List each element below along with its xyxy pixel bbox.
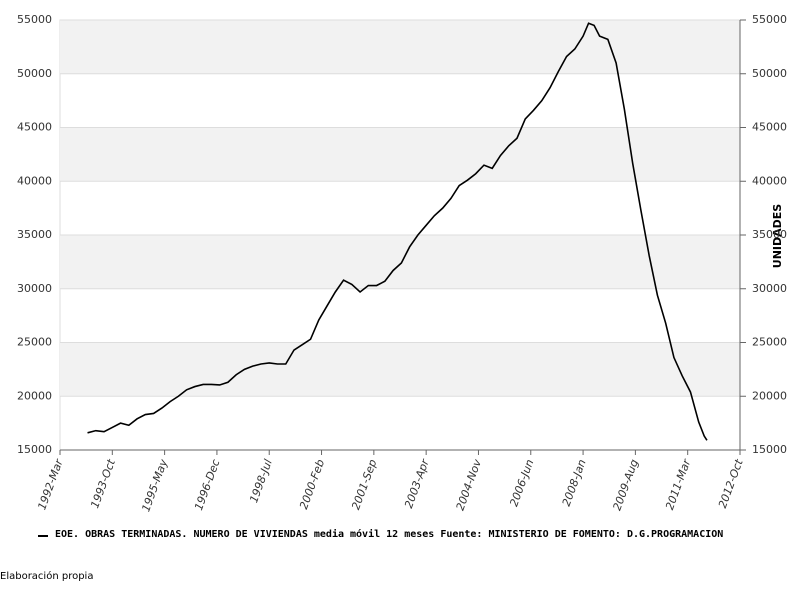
x-tick-label: 2011-Mar [663, 456, 694, 511]
y2-tick-label: 40000 [752, 174, 787, 187]
y-tick-label: 15000 [17, 443, 52, 456]
x-tick-label: 2000-Feb [297, 458, 327, 511]
x-tick-label: 1993-Oct [88, 457, 118, 510]
x-tick-label: 1992-Mar [35, 456, 66, 511]
grid-band [60, 235, 740, 289]
x-tick-label: 2004-Nov [454, 457, 485, 512]
x-tick-label: 1998-Jul [247, 458, 275, 505]
x-tick-label: 2009-Aug [611, 458, 642, 513]
y2-tick-label: 45000 [752, 121, 787, 134]
x-tick-label: 2006-Jun [507, 458, 536, 509]
grid-band [60, 20, 740, 74]
y2-tick-label: 30000 [752, 282, 787, 295]
y-tick-label: 40000 [17, 174, 52, 187]
y2-tick-label: 25000 [752, 336, 787, 349]
series-line [87, 22, 708, 441]
y-tick-label: 45000 [17, 121, 52, 134]
y-tick-label: 20000 [17, 389, 52, 402]
grid-band [60, 127, 740, 182]
y-tick-label: 25000 [17, 336, 52, 349]
y2-tick-label: 50000 [752, 67, 787, 80]
note: Elaboración propia [0, 570, 93, 582]
y2-tick-label: 15000 [752, 443, 787, 456]
x-tick-label: 2001-Sep [349, 458, 379, 512]
y2-tick-label: 35000 [752, 228, 787, 241]
y-tick-label: 35000 [17, 228, 52, 241]
y2-tick-label: 55000 [752, 13, 787, 26]
y-tick-label: 55000 [17, 13, 52, 26]
legend-label: EOE. OBRAS TERMINADAS. NUMERO DE VIVIEND… [55, 528, 723, 540]
x-tick-label: 1996-Dec [192, 458, 222, 512]
y-tick-label: 50000 [17, 67, 52, 80]
x-tick-label: 1995-May [139, 457, 170, 513]
y-tick-label: 30000 [17, 282, 52, 295]
y2-tick-label: 20000 [752, 389, 787, 402]
x-tick-label: 2012-Oct [716, 457, 746, 510]
x-tick-label: 2008-Jan [560, 458, 589, 508]
y2-axis-label: UNIDADES [771, 204, 784, 269]
x-tick-label: 2003-Apr [402, 456, 432, 510]
grid-band [60, 342, 740, 397]
